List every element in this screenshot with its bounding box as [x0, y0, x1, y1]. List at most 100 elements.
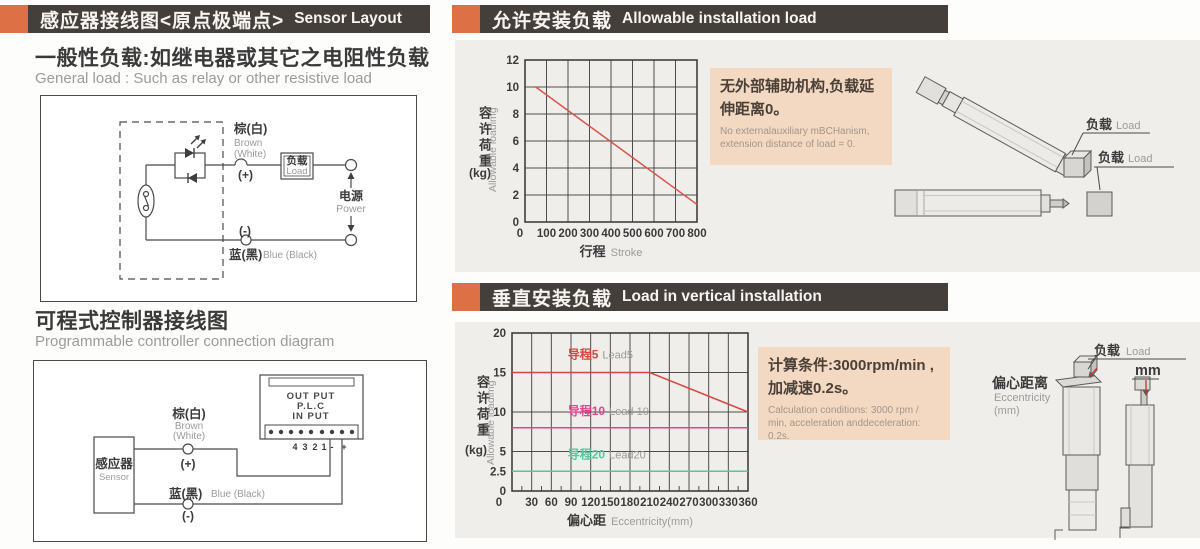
- terminal-3: 3: [302, 442, 307, 452]
- load-label2-cn: 负载: [1098, 150, 1124, 165]
- x-tick-label: 500: [623, 228, 642, 240]
- header-title-en: Allowable installation load: [622, 10, 817, 27]
- series-inline-label: 导程20 Lead20: [568, 447, 646, 462]
- load-box-label-en: Load: [286, 166, 307, 177]
- terminal-minus: -: [331, 442, 334, 452]
- x-axis-label: 行程 Stroke: [579, 244, 643, 259]
- eccentricity-label-en: Eccentricity: [994, 392, 1051, 404]
- x-tick-label: 330: [719, 497, 738, 509]
- series-line: [535, 86, 698, 206]
- plot-border: [524, 59, 698, 223]
- x-tick-label: 120: [581, 497, 600, 509]
- header-title-cn: 感应器接线图<原点极端点>: [40, 10, 285, 32]
- header-title-en: Sensor Layout: [294, 10, 402, 27]
- y-tick-label: 20: [493, 328, 506, 340]
- brown-wire-label-en2: (White): [173, 431, 205, 442]
- mm-label: mm: [1135, 363, 1161, 379]
- plc-name-label: P.L.C: [297, 401, 325, 412]
- load-label1-cn: 负载: [1086, 117, 1112, 132]
- y-axis-label-en: Allowable loadimg: [485, 380, 497, 465]
- load-box-label-cn: 负载: [287, 154, 308, 167]
- circuit2-wires: [93, 374, 364, 514]
- section-header-sensor-layout: 感应器接线图<原点极端点> Sensor Layout: [0, 5, 430, 33]
- header-title-en: Load in vertical installation: [622, 288, 822, 305]
- y-tick-label: 10: [493, 407, 506, 419]
- load-label-en: Load: [1126, 346, 1150, 358]
- y-tick-label: 10: [506, 82, 519, 94]
- orange-accent-square: [452, 283, 480, 311]
- blue-wire-label-cn: 蓝(黑): [169, 486, 202, 501]
- horizontal-actuator-illustrations: 负载 Load 负载 Load: [890, 55, 1200, 270]
- eccentricity-load-plot: 导程5 Lead5 导程10 Lead 10 导程20 Lead20 0 2.5 5 10 15 20…: [490, 328, 758, 528]
- left-vertical-actuator: [1054, 354, 1103, 540]
- stroke-load-plot: 0 2 4 6 8 10 12 0 100 200 300 400 500 600 700 800 行程 Stro…: [506, 55, 706, 259]
- terminal-4: 4: [292, 442, 297, 452]
- plc-output-label: OUT PUT: [287, 391, 336, 402]
- x-tick-label: 90: [565, 497, 578, 509]
- x-tick-label: 0: [496, 497, 502, 509]
- x-tick-label: 60: [545, 497, 558, 509]
- y-tick-label: 4: [513, 163, 520, 175]
- brown-wire-label-en1: Brown: [175, 421, 203, 432]
- series-inline-label: 导程5 Lead5: [568, 346, 633, 361]
- plc-connection-diagram: 感应器 Sensor OUT PUT P.L.C IN PUT 4 3 2 1 …: [33, 360, 427, 542]
- eccentricity-label-cn: 偏心距离: [992, 375, 1048, 391]
- x-tick-label: 700: [666, 228, 685, 240]
- note-text-en: Calculation conditions: 3000 rpm / min, …: [768, 405, 921, 442]
- x-tick-label: 300: [580, 228, 599, 240]
- y-tick-label: 2: [513, 190, 519, 202]
- note-text-cn: 计算条件:3000rpm/min , 加减速0.2s。: [768, 357, 934, 397]
- right-vertical-actuator: [1119, 376, 1155, 538]
- note-calculation-conditions: 计算条件:3000rpm/min , 加减速0.2s。 Calculation …: [758, 347, 950, 442]
- x-tick-label: 150: [601, 497, 620, 509]
- sensor-box-label-en: Sensor: [99, 472, 129, 483]
- circuit2-labels: 感应器 Sensor OUT PUT P.L.C IN PUT 4 3 2 1 …: [95, 391, 346, 523]
- brown-wire-label-cn: 棕(白): [171, 406, 205, 421]
- x-tick-label: 360: [738, 497, 757, 509]
- plc-title-en: Programmable controller connection diagr…: [35, 333, 335, 350]
- eccentricity-unit: (mm): [994, 405, 1020, 417]
- x-tick-label: 240: [660, 497, 679, 509]
- led-emission-arrows: [190, 135, 206, 149]
- series-inline-label: 导程10 Lead 10: [568, 403, 649, 418]
- note-text-en: No externalauxiliary mBCHanism, extensio…: [720, 126, 870, 150]
- brown-wire-label-cn: 棕(白): [233, 121, 267, 136]
- y-axis-unit: (kg): [465, 443, 487, 457]
- plus-label: (+): [238, 168, 253, 182]
- power-label-cn: 电源: [339, 188, 363, 203]
- plc-terminal-dots: [268, 429, 355, 435]
- power-arrow-down: [347, 225, 355, 232]
- load-label1-en: Load: [1116, 120, 1140, 132]
- plus-label: (+): [181, 457, 196, 471]
- plc-terminal-numbers: 4 3 2 1 - +: [292, 442, 346, 452]
- x-tick-label: 210: [640, 497, 659, 509]
- relay-load-circuit-diagram: 棕(白) Brown (White) (+) 负载 Load 电源 Power …: [40, 95, 417, 302]
- y-axis-label-cn: 容许荷重: [477, 106, 492, 170]
- brown-wire-label-en2: (White): [234, 149, 266, 160]
- general-load-title-cn: 一般性负载:如继电器或其它之电阻性负载: [35, 47, 430, 70]
- circuit1-labels: 棕(白) Brown (White) (+) 负载 Load 电源 Power …: [229, 121, 366, 262]
- x-tick-label: 200: [558, 228, 577, 240]
- eccentricity-load-chart: 容许荷重 (kg) Allowable loadimg 导程5 Lead5 导程10…: [455, 323, 765, 545]
- series-line: [512, 371, 749, 413]
- x-tick-label: 300: [699, 497, 718, 509]
- y-tick-label: 15: [493, 368, 506, 380]
- orange-accent-square: [452, 5, 480, 33]
- y-tick-label: 5: [500, 447, 507, 459]
- terminal-plus: +: [341, 442, 346, 452]
- section-header-allowable-load: 允许安装负载 Allowable installation load: [452, 5, 948, 33]
- x-tick-label: 100: [537, 228, 556, 240]
- blue-wire-label-en: Blue (Black): [263, 250, 317, 261]
- load-cube: [1072, 354, 1099, 379]
- header-title-cn: 允许安装负载: [492, 10, 613, 32]
- x-tick-label: 600: [644, 228, 663, 240]
- x-tick-label: 30: [525, 497, 538, 509]
- x-tick-label: 400: [601, 228, 620, 240]
- load-cube: [1062, 149, 1093, 179]
- circuit1-symbols: [185, 135, 355, 232]
- terminal-1: 1: [321, 442, 326, 452]
- y-tick-label: 2.5: [490, 466, 507, 478]
- plc-title-cn: 可程式控制器接线图: [35, 310, 229, 333]
- sensor-box-label-cn: 感应器: [95, 456, 133, 471]
- note-text-cn: 无外部辅助机构,负载延伸距离0。: [720, 78, 875, 118]
